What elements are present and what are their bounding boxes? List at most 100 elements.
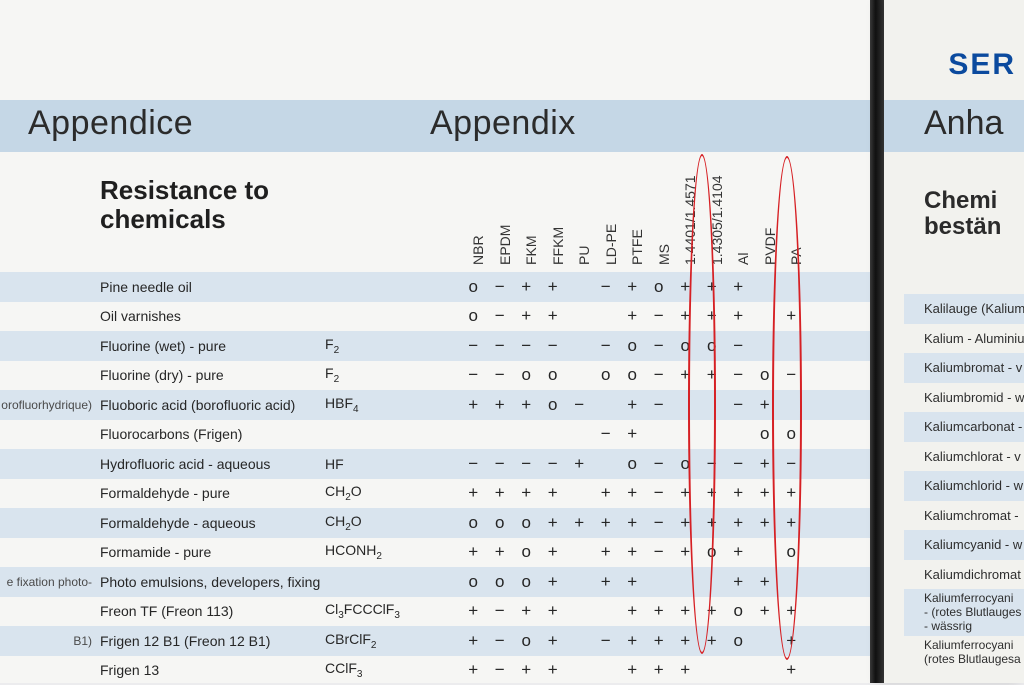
- row-cells: ooo+++++: [460, 572, 805, 592]
- resistance-cell: [699, 424, 726, 444]
- resistance-cell: +: [646, 631, 673, 651]
- resistance-cell: +: [460, 395, 487, 415]
- chemical-name: Fluorine (dry) - pure: [100, 367, 325, 383]
- resistance-cell: [566, 365, 593, 385]
- right-header-band: Anha: [884, 100, 1024, 152]
- resistance-cell: o: [513, 542, 540, 562]
- resistance-cell: o: [460, 277, 487, 297]
- resistance-cell: −: [487, 365, 514, 385]
- resistance-cell: [778, 336, 805, 356]
- resistance-cell: [566, 306, 593, 326]
- table-row: Freon TF (Freon 113)Cl3FCCClF3+−++++++o+…: [0, 597, 870, 627]
- row-cells: −−oooo−++−o−: [460, 365, 805, 385]
- resistance-cell: +: [619, 306, 646, 326]
- resistance-cell: −: [487, 601, 514, 621]
- resistance-cell: +: [460, 542, 487, 562]
- resistance-cell: +: [778, 483, 805, 503]
- resistance-cell: +: [619, 395, 646, 415]
- resistance-cell: +: [646, 660, 673, 680]
- resistance-cell: +: [540, 572, 567, 592]
- chemical-formula: CH2O: [325, 483, 460, 503]
- row-cells: −+oo: [460, 424, 805, 444]
- section-title: Resistance to chemicals: [100, 176, 269, 233]
- resistance-cell: +: [540, 660, 567, 680]
- resistance-cell: +: [725, 513, 752, 533]
- table-row: Fluorine (wet) - pureF2−−−−−o−oo−: [0, 331, 870, 361]
- column-header: MS: [656, 244, 672, 265]
- chemical-name: Oil varnishes: [100, 308, 325, 324]
- resistance-cell: +: [593, 542, 620, 562]
- resistance-cell: o: [593, 365, 620, 385]
- resistance-cell: o: [725, 631, 752, 651]
- right-list-item: Kaliumdichromat: [904, 560, 1024, 590]
- resistance-cell: +: [619, 513, 646, 533]
- resistance-cell: −: [487, 306, 514, 326]
- resistance-cell: −: [725, 395, 752, 415]
- resistance-cell: −: [725, 365, 752, 385]
- table-row: Fluorine (dry) - pureF2−−oooo−++−o−: [0, 361, 870, 391]
- table-row: Oil varnisheso−+++−++++: [0, 302, 870, 332]
- column-header: FKM: [523, 235, 539, 265]
- resistance-cell: +: [725, 306, 752, 326]
- chemical-name: Frigen 12 B1 (Freon 12 B1): [100, 633, 325, 649]
- resistance-cell: o: [778, 542, 805, 562]
- table-row: Formaldehyde - aqueousCH2Oooo++++−+++++: [0, 508, 870, 538]
- resistance-cell: [593, 395, 620, 415]
- resistance-cell: −: [646, 513, 673, 533]
- resistance-cell: +: [540, 601, 567, 621]
- resistance-cell: +: [778, 631, 805, 651]
- resistance-cell: +: [513, 601, 540, 621]
- resistance-cell: +: [672, 601, 699, 621]
- resistance-cell: +: [672, 483, 699, 503]
- resistance-cell: −: [487, 631, 514, 651]
- resistance-cell: +: [593, 513, 620, 533]
- row-cells: ooo++++−+++++: [460, 513, 805, 533]
- right-section-title: Chemi bestän: [904, 188, 1024, 241]
- right-list-item: Kaliumbromat - v: [904, 353, 1024, 383]
- right-list-item: Kalium - Aluminiu: [904, 324, 1024, 354]
- table-row: e fixation photo-Photo emulsions, develo…: [0, 567, 870, 597]
- resistance-cell: +: [513, 306, 540, 326]
- resistance-cell: +: [513, 395, 540, 415]
- resistance-cell: −: [646, 454, 673, 474]
- resistance-cell: +: [699, 513, 726, 533]
- resistance-cell: o: [699, 542, 726, 562]
- chemical-name: Photo emulsions, developers, fixing bath…: [100, 574, 325, 590]
- chemical-name: Pine needle oil: [100, 279, 325, 295]
- right-list-item: Kaliumferrocyani(rotes Blutlaugesa: [904, 636, 1024, 670]
- table-row: Frigen 13CClF3+−++++++: [0, 656, 870, 685]
- resistance-cell: o: [619, 336, 646, 356]
- header-right: Appendix: [430, 104, 576, 143]
- resistance-cell: +: [752, 513, 779, 533]
- book-spine: [870, 0, 884, 683]
- chemical-name: Fluorocarbons (Frigen): [100, 426, 325, 442]
- column-header: PA: [788, 247, 804, 265]
- resistance-cell: +: [593, 483, 620, 503]
- resistance-cell: +: [593, 572, 620, 592]
- row-cells: +−++++++: [460, 660, 805, 680]
- column-header: NBR: [470, 235, 486, 265]
- chemical-name: Hydrofluoric acid - aqueous: [100, 456, 325, 472]
- column-header: PU: [576, 246, 592, 265]
- resistance-cell: [672, 424, 699, 444]
- chemical-name: Fluoboric acid (borofluoric acid): [100, 397, 325, 413]
- resistance-cell: o: [460, 306, 487, 326]
- resistance-cell: −: [487, 454, 514, 474]
- resistance-cell: [778, 277, 805, 297]
- right-list-item: Kaliumchromat -: [904, 501, 1024, 531]
- column-header: PVDF: [762, 228, 778, 265]
- resistance-cell: +: [778, 601, 805, 621]
- resistance-table: Pine needle oilo−++−+o+++Oil varnisheso−…: [0, 272, 870, 685]
- resistance-cell: +: [699, 306, 726, 326]
- resistance-cell: −: [699, 454, 726, 474]
- resistance-cell: +: [752, 572, 779, 592]
- resistance-cell: −: [646, 542, 673, 562]
- section-title-line1: Resistance to: [100, 175, 269, 205]
- resistance-cell: [593, 454, 620, 474]
- resistance-cell: +: [513, 483, 540, 503]
- column-header: FFKM: [550, 227, 566, 265]
- resistance-cell: +: [752, 483, 779, 503]
- resistance-cell: [566, 572, 593, 592]
- resistance-cell: o: [699, 336, 726, 356]
- resistance-cell: [593, 601, 620, 621]
